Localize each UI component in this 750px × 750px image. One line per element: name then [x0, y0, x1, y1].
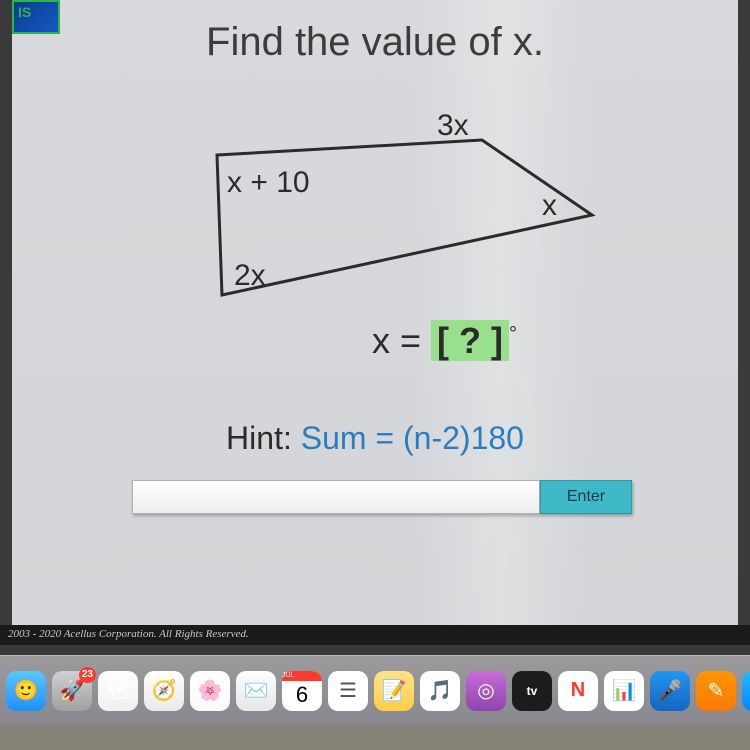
enter-button[interactable]: Enter [540, 480, 632, 514]
dock-icon-numbers[interactable]: 📊 [604, 671, 644, 711]
label-bottom-left: 2x [234, 259, 266, 292]
quadrilateral-diagram: 3x x + 10 x 2x [122, 100, 622, 350]
dock-icon-launchpad[interactable]: 🚀23 [52, 671, 92, 711]
label-right: x [542, 189, 557, 222]
quadrilateral-shape [217, 140, 592, 295]
dock-icon-mail[interactable]: ✉️ [236, 671, 276, 711]
worksheet-panel: IS Find the value of x. 3x x + 10 x 2x x… [12, 0, 738, 640]
dock-icon-news[interactable]: N [558, 671, 598, 711]
dock-icon-podcasts[interactable]: ◎ [466, 671, 506, 711]
dock-icon-music[interactable]: 🎵 [420, 671, 460, 711]
macos-dock: 🙂🚀23🗺🧭🌸✉️JUL6☰📝🎵◎tvN📊🎤✎A3⚙︎◼︎ [0, 655, 750, 725]
hint-line: Hint: Sum = (n-2)180 [12, 420, 738, 457]
dock-icon-finder[interactable]: 🙂 [6, 671, 46, 711]
dock-icon-photos[interactable]: 🌸 [190, 671, 230, 711]
dock-icon-tv[interactable]: tv [512, 671, 552, 711]
question-title: Find the value of x. [12, 20, 738, 65]
dock-icon-maps[interactable]: 🗺 [98, 671, 138, 711]
dock-icon-keynote[interactable]: 🎤 [650, 671, 690, 711]
dock-icon-reminders[interactable]: ☰ [328, 671, 368, 711]
dock-icon-appstore[interactable]: A3 [742, 671, 750, 711]
answer-expression: x = [ ? ]° [372, 320, 517, 362]
label-top-right: 3x [437, 109, 469, 142]
desk-surface [0, 725, 750, 750]
answer-input[interactable] [132, 480, 540, 514]
hint-formula: Sum = (n-2)180 [301, 420, 524, 456]
answer-input-row: Enter [132, 480, 632, 514]
copyright-bar: 2003 - 2020 Acellus Corporation. All Rig… [0, 625, 750, 645]
dock-icon-pages[interactable]: ✎ [696, 671, 736, 711]
answer-prefix: x = [372, 320, 431, 361]
hint-label: Hint: [226, 420, 301, 456]
degree-symbol: ° [509, 323, 517, 345]
dock-badge: 23 [79, 667, 96, 683]
dock-icon-calendar[interactable]: JUL6 [282, 671, 322, 711]
answer-blank: [ ? ] [431, 320, 509, 361]
dock-icon-safari[interactable]: 🧭 [144, 671, 184, 711]
label-top-left: x + 10 [227, 166, 310, 199]
dock-icon-notes[interactable]: 📝 [374, 671, 414, 711]
